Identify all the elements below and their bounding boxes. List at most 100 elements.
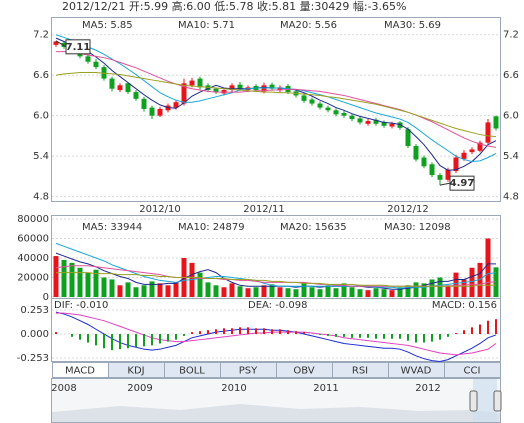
y-tick-label: 0.000 <box>20 329 49 340</box>
candle-body <box>413 146 419 160</box>
legend-entry: MA30: 12098 <box>384 222 451 233</box>
legend-entry: MA20: 15635 <box>280 222 347 233</box>
volume-bar <box>333 288 339 297</box>
y-tick-label: 0.253 <box>20 305 49 316</box>
volume-bar <box>317 289 323 297</box>
annotation-box <box>449 175 475 191</box>
legend-entry: MACD: 0.156 <box>432 300 497 311</box>
indicator-tab-label[interactable]: OBV <box>293 366 314 377</box>
candle-body <box>477 142 483 151</box>
legend-entry: MA5: 5.85 <box>82 20 133 31</box>
candle-body <box>237 84 243 89</box>
volume-bar <box>229 283 235 297</box>
candle-body <box>485 122 491 143</box>
indicator-tab-label[interactable]: CCI <box>464 366 481 377</box>
indicator-tab[interactable] <box>444 362 501 378</box>
candle-body <box>229 85 235 91</box>
x-tick-label: 2012/12 <box>387 204 429 215</box>
volume-bar <box>277 287 283 297</box>
line-series <box>55 311 497 363</box>
volume-bar <box>389 290 395 297</box>
volume-bar <box>61 259 67 297</box>
candle-body <box>469 149 475 153</box>
candle-body <box>181 83 187 104</box>
overview-handle[interactable] <box>493 390 502 412</box>
y-tick-label-right: 5.4 <box>503 151 519 162</box>
volume-bar <box>293 289 299 297</box>
volume-bar <box>53 256 59 297</box>
legend-entry: DIF: -0.010 <box>54 300 108 311</box>
volume-bar <box>349 287 355 297</box>
volume-bar <box>325 285 331 297</box>
y-tick-label: 20000 <box>17 273 49 284</box>
volume-bar <box>93 269 99 297</box>
volume-bar <box>365 290 371 297</box>
volume-bar <box>85 272 91 297</box>
candle-body <box>357 118 363 123</box>
overview-handle[interactable] <box>469 390 478 412</box>
candle-body <box>373 119 379 124</box>
line-series <box>56 312 497 356</box>
volume-bar <box>77 267 83 297</box>
volume-bar <box>245 288 251 297</box>
legend-entry: MA10: 5.71 <box>178 20 235 31</box>
candle-body <box>61 42 67 47</box>
volume-bar <box>149 281 155 297</box>
candle-body <box>85 56 91 62</box>
y-tick-label-right: 6.6 <box>503 70 519 81</box>
legend-entry: MA10: 24879 <box>178 222 245 233</box>
volume-bar <box>357 289 363 297</box>
y-tick-label: 80000 <box>17 214 49 225</box>
indicator-tab-label[interactable]: MACD <box>65 366 95 377</box>
y-tick-label: 60000 <box>17 234 49 245</box>
candle-body <box>341 112 347 116</box>
candle-body <box>53 41 59 45</box>
x-tick-label: 2012/10 <box>139 204 181 215</box>
overview-year: 2008 <box>51 383 76 394</box>
indicator-tab-label[interactable]: PSY <box>239 366 258 377</box>
indicator-tab-label[interactable]: WVAD <box>401 366 432 377</box>
volume-bar <box>101 277 107 297</box>
indicator-tab-label[interactable]: KDJ <box>127 366 144 377</box>
volume-bar <box>133 287 139 297</box>
y-tick-label: 4.8 <box>33 192 49 203</box>
volume-bar <box>373 288 379 297</box>
volume-bar <box>237 286 243 297</box>
overview-backdrop <box>52 404 500 422</box>
annotation-box <box>65 39 91 55</box>
indicator-tab-label[interactable]: BOLL <box>179 366 205 377</box>
candle-body <box>405 129 411 147</box>
volume-bar <box>309 287 315 297</box>
quote-header: 2012/12/21 开:5.99 高:6.00 低:5.78 收:5.81 量… <box>62 0 407 13</box>
candle-body <box>141 98 147 109</box>
candle-body <box>149 107 155 116</box>
volume-bar <box>205 282 211 297</box>
y-tick-label-right: 4.8 <box>503 192 519 203</box>
y-tick-label: 0 <box>43 292 49 303</box>
candle-body <box>445 169 451 180</box>
candle-body <box>437 175 443 180</box>
annotation: 7.11 <box>66 42 91 53</box>
annotation: 4.97 <box>450 178 475 189</box>
line-series <box>55 37 497 171</box>
y-tick-label: 5.4 <box>33 151 49 162</box>
volume-bar <box>413 282 419 297</box>
volume-bar <box>117 285 123 297</box>
indicator-tab-label[interactable]: RSI <box>352 366 368 377</box>
volume-bar <box>485 238 491 297</box>
candle-body <box>349 115 355 120</box>
x-tick-label: 2012/11 <box>243 204 285 215</box>
candle-body <box>317 103 323 108</box>
volume-bar <box>341 283 347 297</box>
candle-body <box>301 95 307 101</box>
volume-bar <box>197 272 203 297</box>
volume-bar <box>429 279 435 297</box>
overview-year: 2009 <box>127 383 152 394</box>
volume-bar <box>285 288 291 297</box>
legend-entry: MA5: 33944 <box>82 222 142 233</box>
overview-year: 2010 <box>221 383 246 394</box>
volume-bar <box>269 284 275 297</box>
candle-body <box>109 78 115 89</box>
y-tick-label: 7.2 <box>33 30 49 41</box>
